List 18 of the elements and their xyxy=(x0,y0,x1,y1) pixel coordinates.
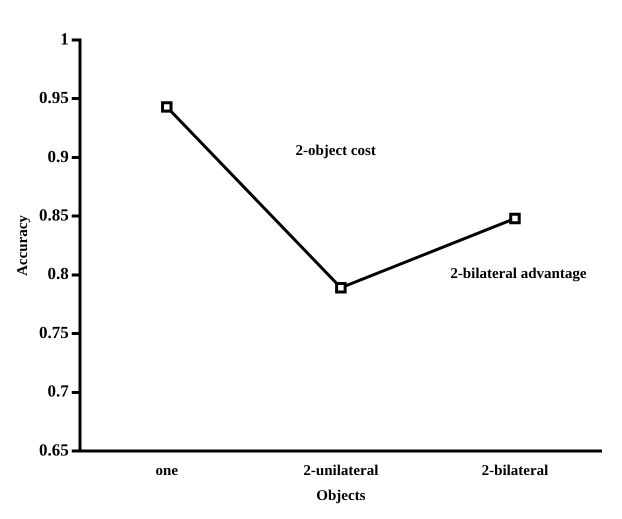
y-tick-label: 0.9 xyxy=(48,146,69,166)
x-tick-label: one xyxy=(156,462,178,479)
y-tick-label: 0.95 xyxy=(39,88,69,108)
y-axis-title: Accuracy xyxy=(14,214,31,276)
y-tick-label: 0.7 xyxy=(48,382,70,401)
x-axis-title: Objects xyxy=(316,488,366,504)
y-tick-label: 0.8 xyxy=(48,264,69,284)
y-tick-label: 1 xyxy=(60,29,69,48)
point xyxy=(161,101,173,113)
x-tick-label: 2-bilateral xyxy=(482,462,548,479)
point xyxy=(335,282,347,294)
y-tick-label: 0.65 xyxy=(39,440,69,460)
annotation: 2-object cost xyxy=(295,142,376,159)
point xyxy=(509,212,521,224)
annotation: 2-bilateral advantage xyxy=(450,266,587,282)
y-tick-label: 0.75 xyxy=(39,322,69,342)
y-tick-label: 0.85 xyxy=(39,206,69,225)
x-tick-label: 2-unilateral xyxy=(303,462,378,479)
